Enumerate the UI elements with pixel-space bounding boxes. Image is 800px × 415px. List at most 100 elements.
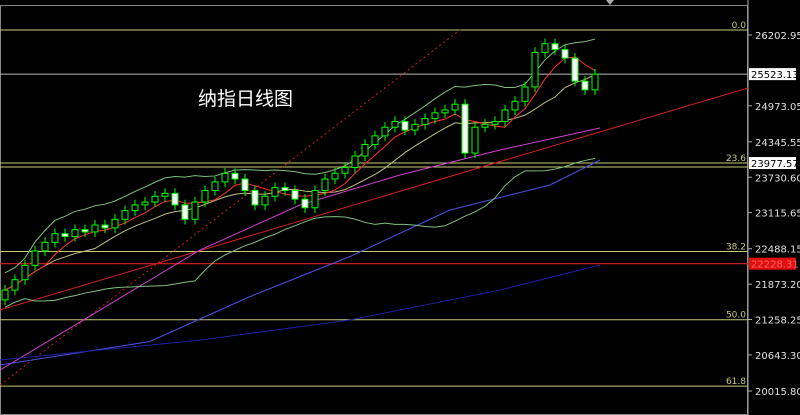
- candle-body: [481, 123, 489, 128]
- candle: [231, 168, 239, 185]
- candle-body: [261, 195, 269, 206]
- candle-body: [451, 103, 459, 111]
- candle-body: [321, 178, 329, 192]
- current-price-tag-bg: [749, 68, 796, 81]
- candle-body: [441, 109, 449, 114]
- candle: [551, 38, 559, 55]
- marker-price-tag: 23977.57: [751, 159, 799, 170]
- candle: [371, 130, 379, 150]
- fib-label: 50.0: [726, 311, 746, 321]
- current-price-tag: 25523.13: [751, 70, 799, 81]
- candle-body: [351, 155, 359, 169]
- candle-body: [461, 103, 469, 154]
- candle-body: [31, 250, 39, 266]
- y-tick-label: 21258.25: [755, 316, 800, 327]
- candle-body: [301, 198, 309, 209]
- candle: [591, 68, 599, 96]
- candle-body: [221, 172, 229, 183]
- fib-label: 38.2: [726, 243, 746, 253]
- candle-body: [51, 233, 59, 243]
- candle: [331, 168, 339, 185]
- candle: [61, 228, 69, 242]
- candle-body: [491, 120, 499, 125]
- candle: [571, 53, 579, 87]
- candle-body: [281, 187, 289, 192]
- candle: [241, 173, 249, 196]
- candle-body: [151, 195, 159, 203]
- candle: [221, 168, 229, 188]
- candle: [441, 104, 449, 119]
- candle-body: [1, 289, 9, 301]
- candle-body: [101, 224, 109, 229]
- candle-body: [511, 100, 519, 111]
- plot-frame: [0, 5, 748, 415]
- candle-body: [361, 143, 369, 157]
- candle: [181, 199, 189, 225]
- candle-body: [241, 178, 249, 192]
- candle-body: [61, 233, 69, 238]
- candle-body: [331, 172, 339, 180]
- y-tick-label: 23730.60: [755, 173, 800, 184]
- candle-body: [11, 279, 19, 291]
- candle-body: [121, 210, 129, 220]
- fib-label: 0.0: [732, 21, 747, 31]
- y-tick-label: 24973.05: [755, 102, 800, 113]
- candle: [11, 274, 19, 296]
- support-price-tag: 22228.31: [751, 260, 799, 271]
- candle-body: [381, 126, 389, 137]
- candle: [251, 185, 259, 211]
- candle-body: [551, 43, 559, 51]
- candle-body: [521, 86, 529, 102]
- trend-line: [0, 159, 601, 366]
- candle-body: [531, 51, 539, 88]
- candle-body: [171, 192, 179, 206]
- y-tick-label: 22488.15: [755, 245, 800, 256]
- support-price-tag-bg: [749, 257, 796, 270]
- candle: [21, 260, 29, 285]
- candle-body: [541, 43, 549, 53]
- ma-10-line: [4, 74, 596, 291]
- fib-label: 61.8: [726, 377, 746, 387]
- candle-body: [471, 126, 479, 154]
- candle-body: [501, 109, 509, 122]
- candle: [131, 199, 139, 216]
- candle: [511, 96, 519, 116]
- candle-body: [571, 57, 579, 82]
- candle: [211, 176, 219, 196]
- candle-body: [71, 229, 79, 238]
- candle: [261, 191, 269, 211]
- candle: [171, 188, 179, 211]
- candle-body: [291, 190, 299, 200]
- candle: [411, 119, 419, 136]
- candle: [561, 44, 569, 64]
- candle: [151, 191, 159, 208]
- candle-body: [371, 135, 379, 145]
- candle-body: [581, 80, 589, 91]
- candle-body: [41, 241, 49, 252]
- candle: [481, 119, 489, 133]
- candle: [471, 122, 479, 159]
- candle: [281, 182, 289, 196]
- candle-body: [411, 123, 419, 131]
- candle-body: [201, 190, 209, 203]
- candle: [191, 196, 199, 225]
- y-tick-label: 20643.30: [755, 351, 800, 362]
- candle: [501, 104, 509, 127]
- candle: [71, 224, 79, 242]
- candle: [391, 116, 399, 133]
- candle: [361, 139, 369, 162]
- candle: [581, 76, 589, 96]
- candle: [91, 219, 99, 238]
- fib-label: 23.6: [726, 154, 746, 164]
- candle-body: [421, 118, 429, 125]
- candle: [531, 47, 539, 93]
- trend-line: [0, 29, 461, 386]
- candle-body: [311, 190, 319, 209]
- y-tick-label: 21873.20: [755, 280, 800, 291]
- candle-body: [161, 192, 169, 197]
- candle-body: [141, 201, 149, 206]
- marker-price-tag-bg: [749, 157, 796, 170]
- candle: [81, 224, 89, 238]
